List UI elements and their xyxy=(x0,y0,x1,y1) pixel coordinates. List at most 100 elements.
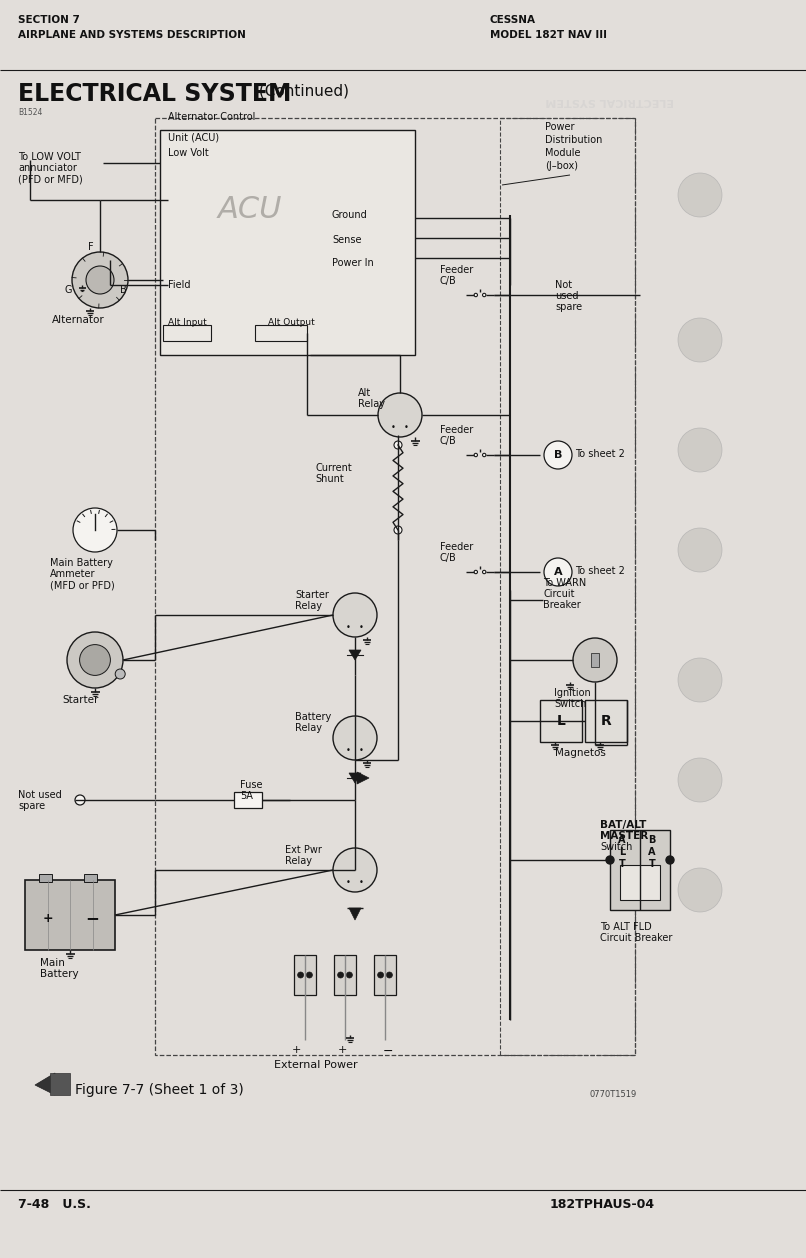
Text: used: used xyxy=(555,291,579,301)
Text: Ground: Ground xyxy=(332,210,368,220)
Text: •: • xyxy=(359,746,364,755)
Text: MODEL 182T NAV III: MODEL 182T NAV III xyxy=(490,30,607,40)
Bar xyxy=(294,955,316,995)
Text: Relay: Relay xyxy=(358,399,385,409)
Text: Sense: Sense xyxy=(332,235,362,245)
Text: L: L xyxy=(557,715,566,728)
Text: Magnetos: Magnetos xyxy=(555,749,606,759)
Text: Circuit: Circuit xyxy=(543,589,575,599)
Text: Alt: Alt xyxy=(358,387,372,398)
Text: Relay: Relay xyxy=(285,855,312,866)
Text: Relay: Relay xyxy=(295,723,322,733)
Text: (Continued): (Continued) xyxy=(254,84,349,99)
Text: Feeder: Feeder xyxy=(440,425,473,435)
Circle shape xyxy=(606,855,614,864)
Bar xyxy=(39,874,52,882)
Text: Circuit Breaker: Circuit Breaker xyxy=(600,933,672,944)
Text: External Power: External Power xyxy=(274,1060,358,1071)
Circle shape xyxy=(73,508,117,552)
Text: L: L xyxy=(619,847,625,857)
Bar xyxy=(234,793,262,808)
Circle shape xyxy=(333,593,377,637)
Circle shape xyxy=(678,868,722,912)
Circle shape xyxy=(474,570,477,574)
Text: To LOW VOLT: To LOW VOLT xyxy=(18,152,81,162)
Text: Feeder: Feeder xyxy=(440,265,473,276)
Circle shape xyxy=(297,972,304,977)
Text: A: A xyxy=(554,567,563,577)
Text: •: • xyxy=(391,423,396,431)
Text: Feeder: Feeder xyxy=(440,542,473,552)
Text: SECTION 7: SECTION 7 xyxy=(18,15,80,25)
Text: G: G xyxy=(64,286,72,294)
Text: Switch: Switch xyxy=(554,699,587,710)
Circle shape xyxy=(333,716,377,760)
Bar xyxy=(84,874,97,882)
Text: Power In: Power In xyxy=(332,258,374,268)
Text: Field: Field xyxy=(168,281,190,291)
Text: Starter: Starter xyxy=(62,694,98,704)
Circle shape xyxy=(80,644,110,676)
Text: spare: spare xyxy=(555,302,582,312)
Text: Figure 7-7 (Sheet 1 of 3): Figure 7-7 (Sheet 1 of 3) xyxy=(75,1083,243,1097)
Text: •: • xyxy=(359,878,364,887)
Circle shape xyxy=(544,442,572,469)
Text: annunciator: annunciator xyxy=(18,164,77,174)
Circle shape xyxy=(333,848,377,892)
Text: Battery: Battery xyxy=(295,712,331,722)
Circle shape xyxy=(483,570,486,574)
Circle shape xyxy=(544,559,572,586)
Text: AIRPLANE AND SYSTEMS DESCRIPTION: AIRPLANE AND SYSTEMS DESCRIPTION xyxy=(18,30,246,40)
Circle shape xyxy=(678,528,722,572)
Text: 0770T1519: 0770T1519 xyxy=(590,1089,638,1099)
Text: −: − xyxy=(85,910,99,927)
Text: +: + xyxy=(338,1045,347,1055)
Text: Ext Pwr: Ext Pwr xyxy=(285,845,322,855)
Circle shape xyxy=(306,972,313,977)
Circle shape xyxy=(86,265,114,294)
Bar xyxy=(374,955,396,995)
Text: Ammeter: Ammeter xyxy=(50,569,95,579)
Bar xyxy=(163,325,211,341)
Text: Low Volt: Low Volt xyxy=(168,148,209,159)
Circle shape xyxy=(678,658,722,702)
Circle shape xyxy=(678,428,722,472)
Text: (MFD or PFD): (MFD or PFD) xyxy=(50,580,114,590)
Text: Relay: Relay xyxy=(295,601,322,611)
Text: Power: Power xyxy=(545,122,575,132)
Polygon shape xyxy=(349,772,361,782)
Text: F: F xyxy=(88,242,93,252)
Text: Unit (ACU): Unit (ACU) xyxy=(168,133,219,143)
Bar xyxy=(585,699,627,742)
Text: MASTER: MASTER xyxy=(600,832,648,842)
Text: •: • xyxy=(346,746,351,755)
Text: BAT/ALT: BAT/ALT xyxy=(600,820,646,830)
Circle shape xyxy=(394,442,402,449)
Bar xyxy=(610,830,670,910)
Text: (PFD or MFD): (PFD or MFD) xyxy=(18,174,83,184)
Text: •: • xyxy=(359,623,364,632)
Text: Switch: Switch xyxy=(600,842,633,852)
Circle shape xyxy=(678,318,722,362)
Text: ELECTRICAL SYSTEM: ELECTRICAL SYSTEM xyxy=(546,96,675,106)
Text: B1524: B1524 xyxy=(18,108,43,117)
Polygon shape xyxy=(35,1073,55,1094)
Text: Battery: Battery xyxy=(40,969,79,979)
Circle shape xyxy=(666,855,674,864)
Circle shape xyxy=(474,293,477,297)
Circle shape xyxy=(67,632,123,688)
Circle shape xyxy=(483,453,486,457)
Text: Not: Not xyxy=(555,281,572,291)
Text: Module: Module xyxy=(545,148,580,159)
Text: (J–box): (J–box) xyxy=(545,161,578,171)
Text: T: T xyxy=(649,859,655,869)
Polygon shape xyxy=(349,650,361,660)
Text: Alternator: Alternator xyxy=(52,314,105,325)
Bar xyxy=(620,866,660,899)
Bar xyxy=(500,118,635,1055)
Text: •: • xyxy=(404,423,409,431)
Text: +: + xyxy=(42,912,53,925)
Text: R: R xyxy=(600,715,612,728)
Text: Ignition: Ignition xyxy=(554,688,591,698)
Text: To sheet 2: To sheet 2 xyxy=(575,566,625,576)
